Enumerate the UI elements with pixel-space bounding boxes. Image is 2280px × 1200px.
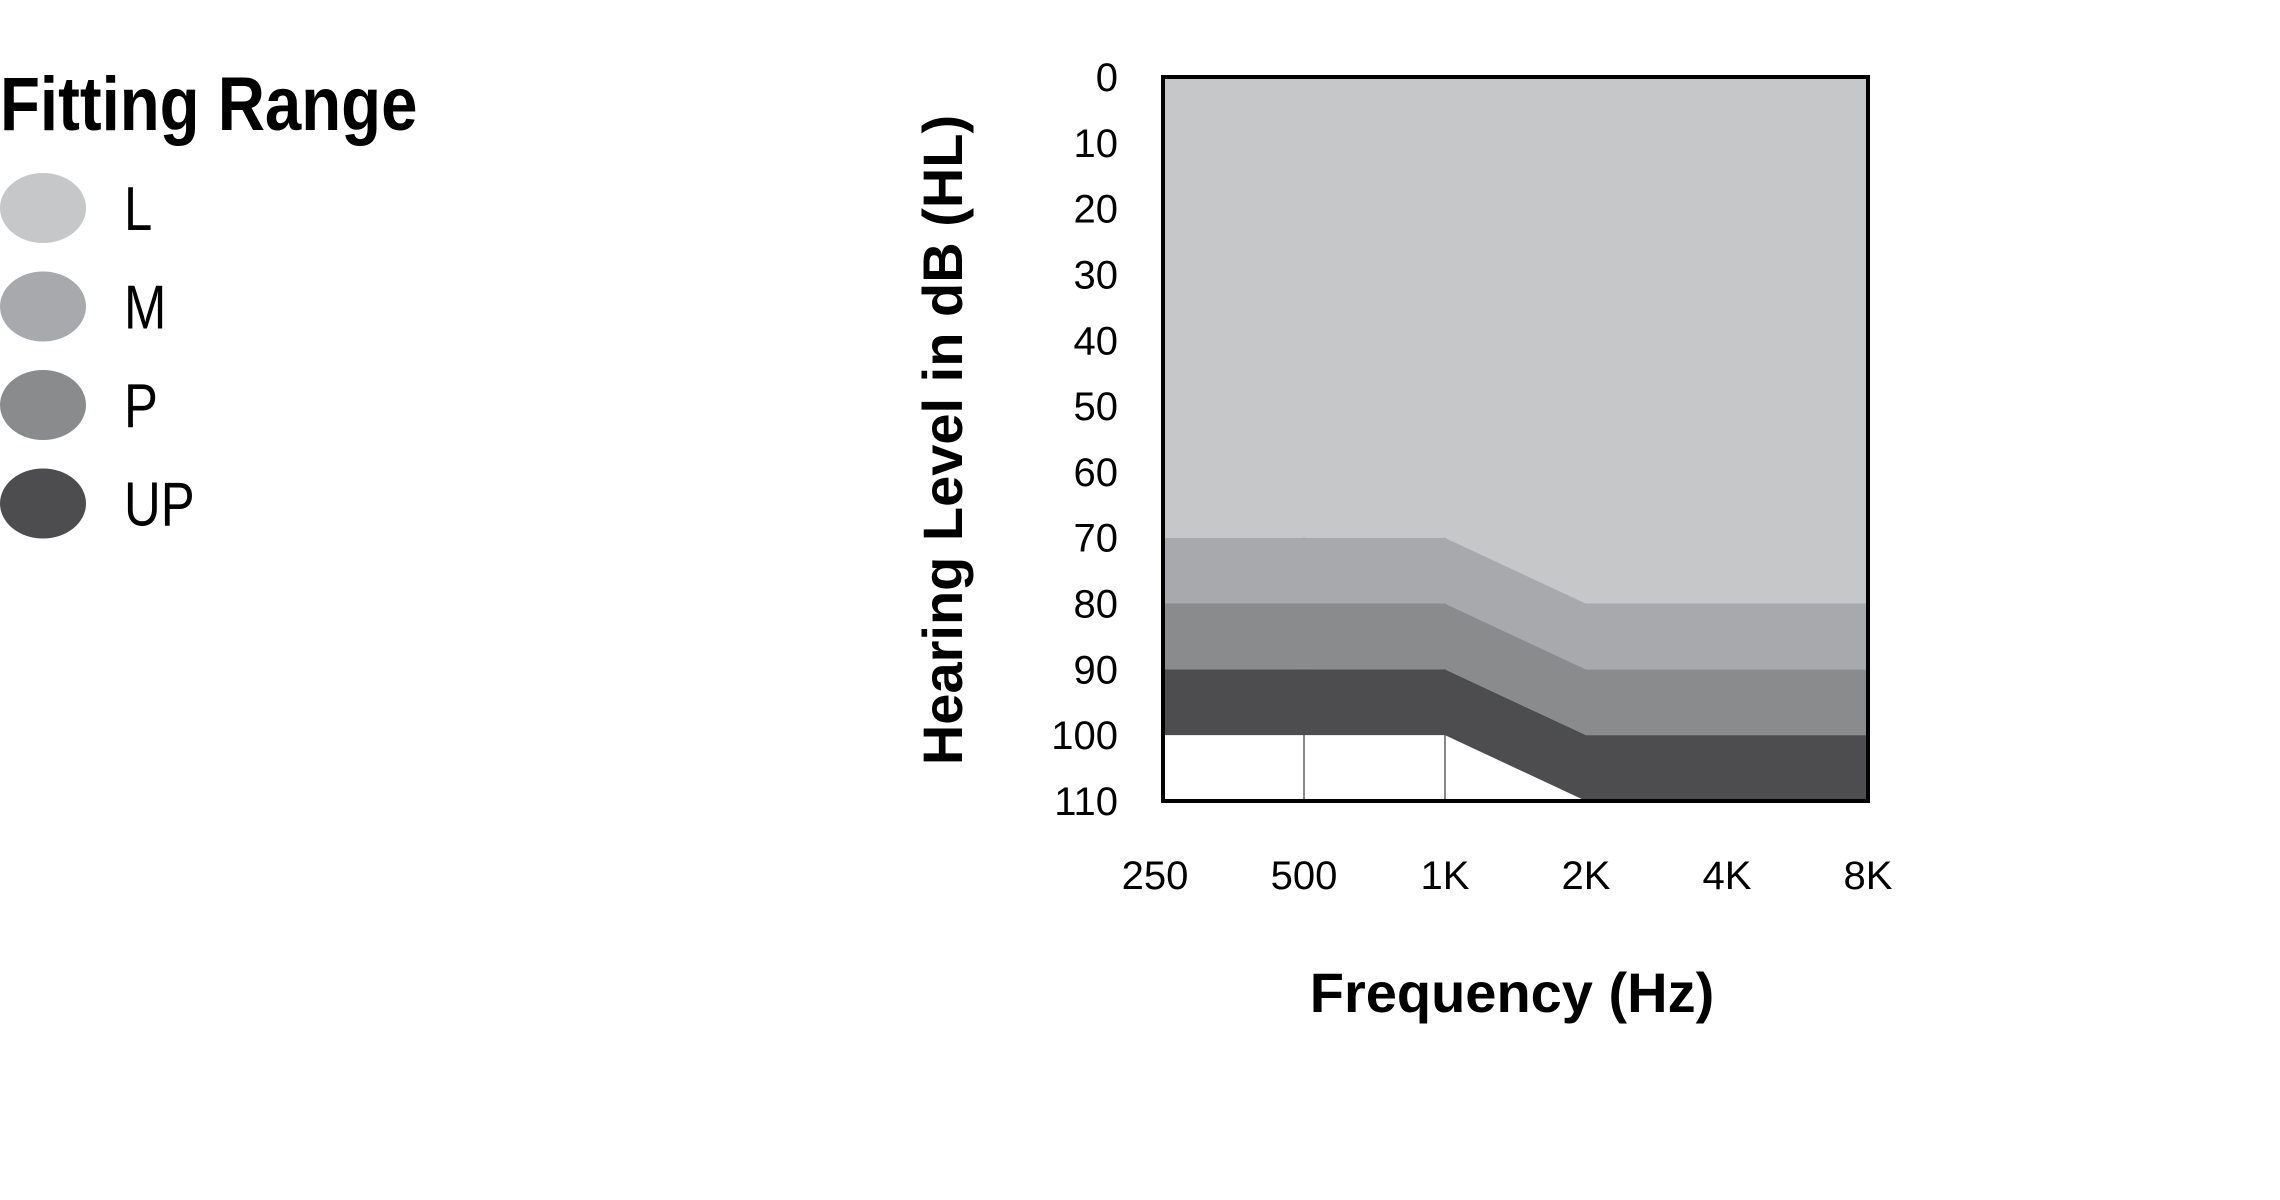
x-tick-label: 8K: [1844, 854, 1893, 898]
y-axis-label: Hearing Level in dB (HL): [911, 115, 974, 765]
y-tick-label: 50: [1074, 385, 1119, 429]
x-tick-label: 2K: [1562, 854, 1611, 898]
y-tick-label: 100: [1051, 714, 1118, 758]
plot-border: [1161, 75, 1870, 803]
y-tick-label: 90: [1074, 648, 1119, 692]
y-tick-label: 20: [1074, 188, 1119, 232]
x-axis-label: Frequency (Hz): [1310, 961, 1715, 1024]
y-tick-label: 0: [1096, 56, 1118, 100]
legend-swatch-up: [0, 468, 86, 539]
x-tick-label: 1K: [1421, 854, 1470, 898]
legend-label-m: M: [124, 274, 166, 343]
legend-label-up: UP: [124, 471, 195, 540]
legend-swatch-l: [0, 173, 86, 243]
y-tick-label: 70: [1074, 517, 1119, 561]
x-tick-label: 4K: [1703, 854, 1752, 898]
legend-swatch-m: [0, 271, 86, 342]
legend-title: Fitting Range: [0, 62, 417, 147]
y-tick-label: 80: [1074, 583, 1119, 627]
y-tick-label: 30: [1074, 253, 1119, 297]
legend-swatch-p: [0, 370, 86, 440]
y-tick-label: 10: [1074, 122, 1119, 166]
legend-label-p: P: [124, 372, 158, 441]
y-tick-label: 40: [1074, 319, 1119, 363]
y-tick-label: 110: [1054, 780, 1118, 824]
x-tick-label: 250: [1122, 854, 1189, 898]
legend: LMP UP: [0, 173, 195, 540]
band-p: [1163, 603, 1868, 736]
band-up: [1163, 669, 1868, 801]
y-tick-label: 60: [1074, 451, 1119, 495]
band-l: [1163, 77, 1868, 604]
x-tick-label: 500: [1271, 854, 1338, 898]
legend-label-l: L: [124, 175, 152, 244]
band-m: [1163, 537, 1868, 670]
